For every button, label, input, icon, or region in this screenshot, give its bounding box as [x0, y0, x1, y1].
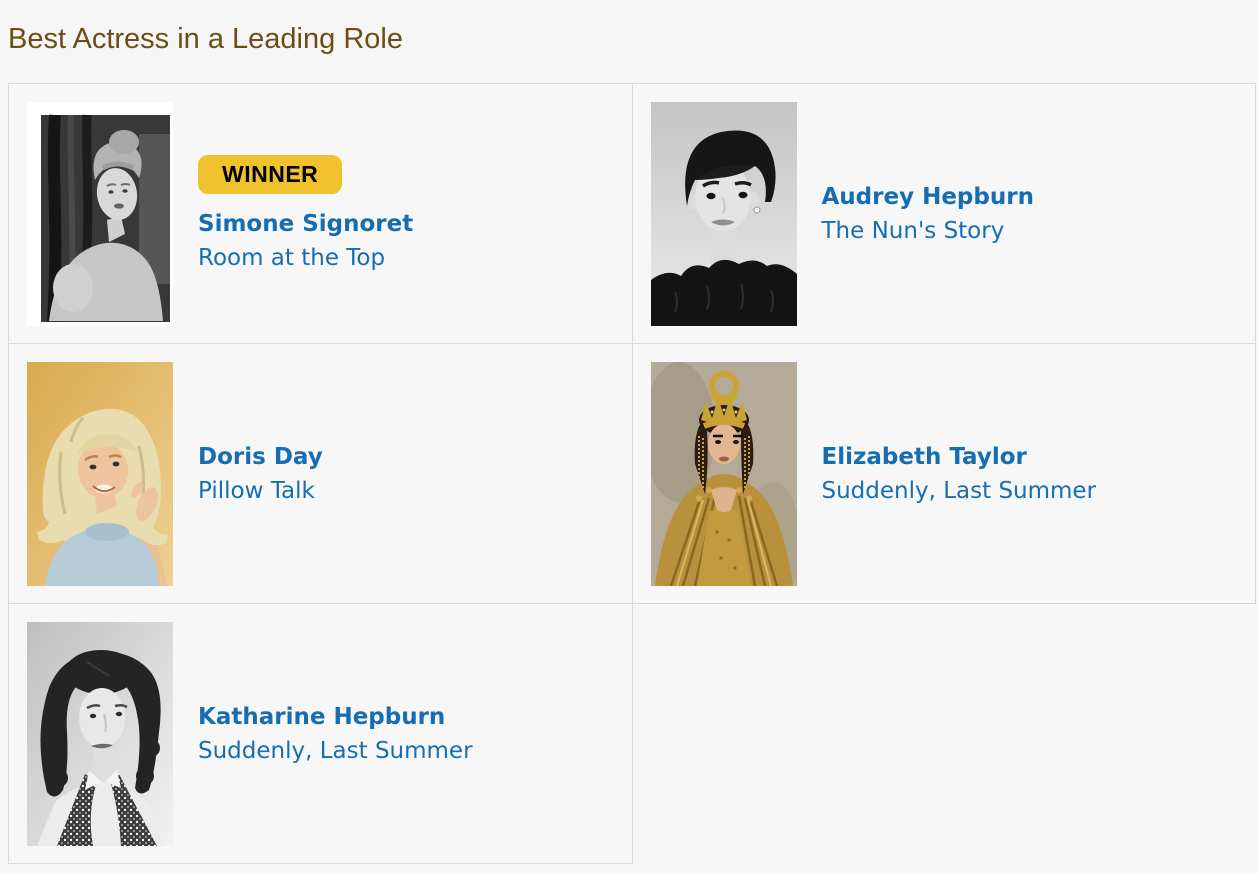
nominee-cell-content: Katharine Hepburn Suddenly, Last Summer [9, 604, 632, 863]
nominee-cell-content: WINNER Simone Signoret Room at the Top [9, 84, 632, 343]
nominee-name-link[interactable]: Audrey Hepburn [821, 183, 1034, 210]
nominee-cell-katharine-hepburn: Katharine Hepburn Suddenly, Last Summer [8, 603, 633, 864]
winner-badge: WINNER [198, 155, 343, 194]
nominee-info: Katharine Hepburn Suddenly, Last Summer [198, 703, 473, 765]
nominee-film-link[interactable]: The Nun's Story [821, 217, 1005, 244]
nominees-row-1: WINNER Simone Signoret Room at the Top [8, 83, 1256, 344]
nominee-cell-simone-signoret: WINNER Simone Signoret Room at the Top [8, 83, 633, 344]
katharine-hepburn-portrait-image [27, 621, 173, 846]
audrey-hepburn-portrait-image [650, 101, 797, 326]
nominee-cell-doris-day: Doris Day Pillow Talk [8, 343, 633, 604]
simone-signoret-portrait-image [27, 101, 173, 326]
nominee-photo-doris-day[interactable] [27, 361, 173, 586]
nominee-name-link[interactable]: Doris Day [198, 443, 323, 470]
nominee-name-link[interactable]: Katharine Hepburn [198, 703, 446, 730]
nominee-film-link[interactable]: Pillow Talk [198, 477, 315, 504]
nominee-photo-audrey-hepburn[interactable] [650, 101, 797, 326]
nominee-photo-simone-signoret[interactable] [27, 101, 173, 326]
nominee-info: WINNER Simone Signoret Room at the Top [198, 155, 413, 272]
nominee-info: Doris Day Pillow Talk [198, 443, 323, 505]
nominee-name-link[interactable]: Elizabeth Taylor [821, 443, 1027, 470]
nominee-film-link[interactable]: Suddenly, Last Summer [821, 477, 1097, 504]
page-title: Best Actress in a Leading Role [8, 23, 403, 55]
nominee-cell-content: Doris Day Pillow Talk [9, 344, 632, 603]
nominee-cell-content: Elizabeth Taylor Suddenly, Last Summer [633, 344, 1256, 603]
nominees-row-3: Katharine Hepburn Suddenly, Last Summer [8, 603, 1256, 864]
nominee-photo-katharine-hepburn[interactable] [27, 621, 173, 846]
nominee-film-link[interactable]: Room at the Top [198, 245, 386, 271]
nominee-name-link[interactable]: Simone Signoret [198, 211, 414, 237]
nominees-row-2: Doris Day Pillow Talk [8, 343, 1256, 604]
nominee-info: Audrey Hepburn The Nun's Story [822, 183, 1034, 245]
nominee-info: Elizabeth Taylor Suddenly, Last Summer [822, 443, 1097, 505]
nominees-table: WINNER Simone Signoret Room at the Top [8, 83, 1256, 864]
nominee-cell-audrey-hepburn: Audrey Hepburn The Nun's Story [631, 83, 1256, 344]
elizabeth-taylor-portrait-image [650, 361, 797, 586]
doris-day-portrait-image [27, 361, 173, 586]
nominee-cell-elizabeth-taylor: Elizabeth Taylor Suddenly, Last Summer [631, 343, 1256, 604]
nominee-photo-elizabeth-taylor[interactable] [650, 361, 797, 586]
nominee-film-link[interactable]: Suddenly, Last Summer [198, 737, 473, 764]
nominee-cell-content: Audrey Hepburn The Nun's Story [633, 84, 1256, 343]
